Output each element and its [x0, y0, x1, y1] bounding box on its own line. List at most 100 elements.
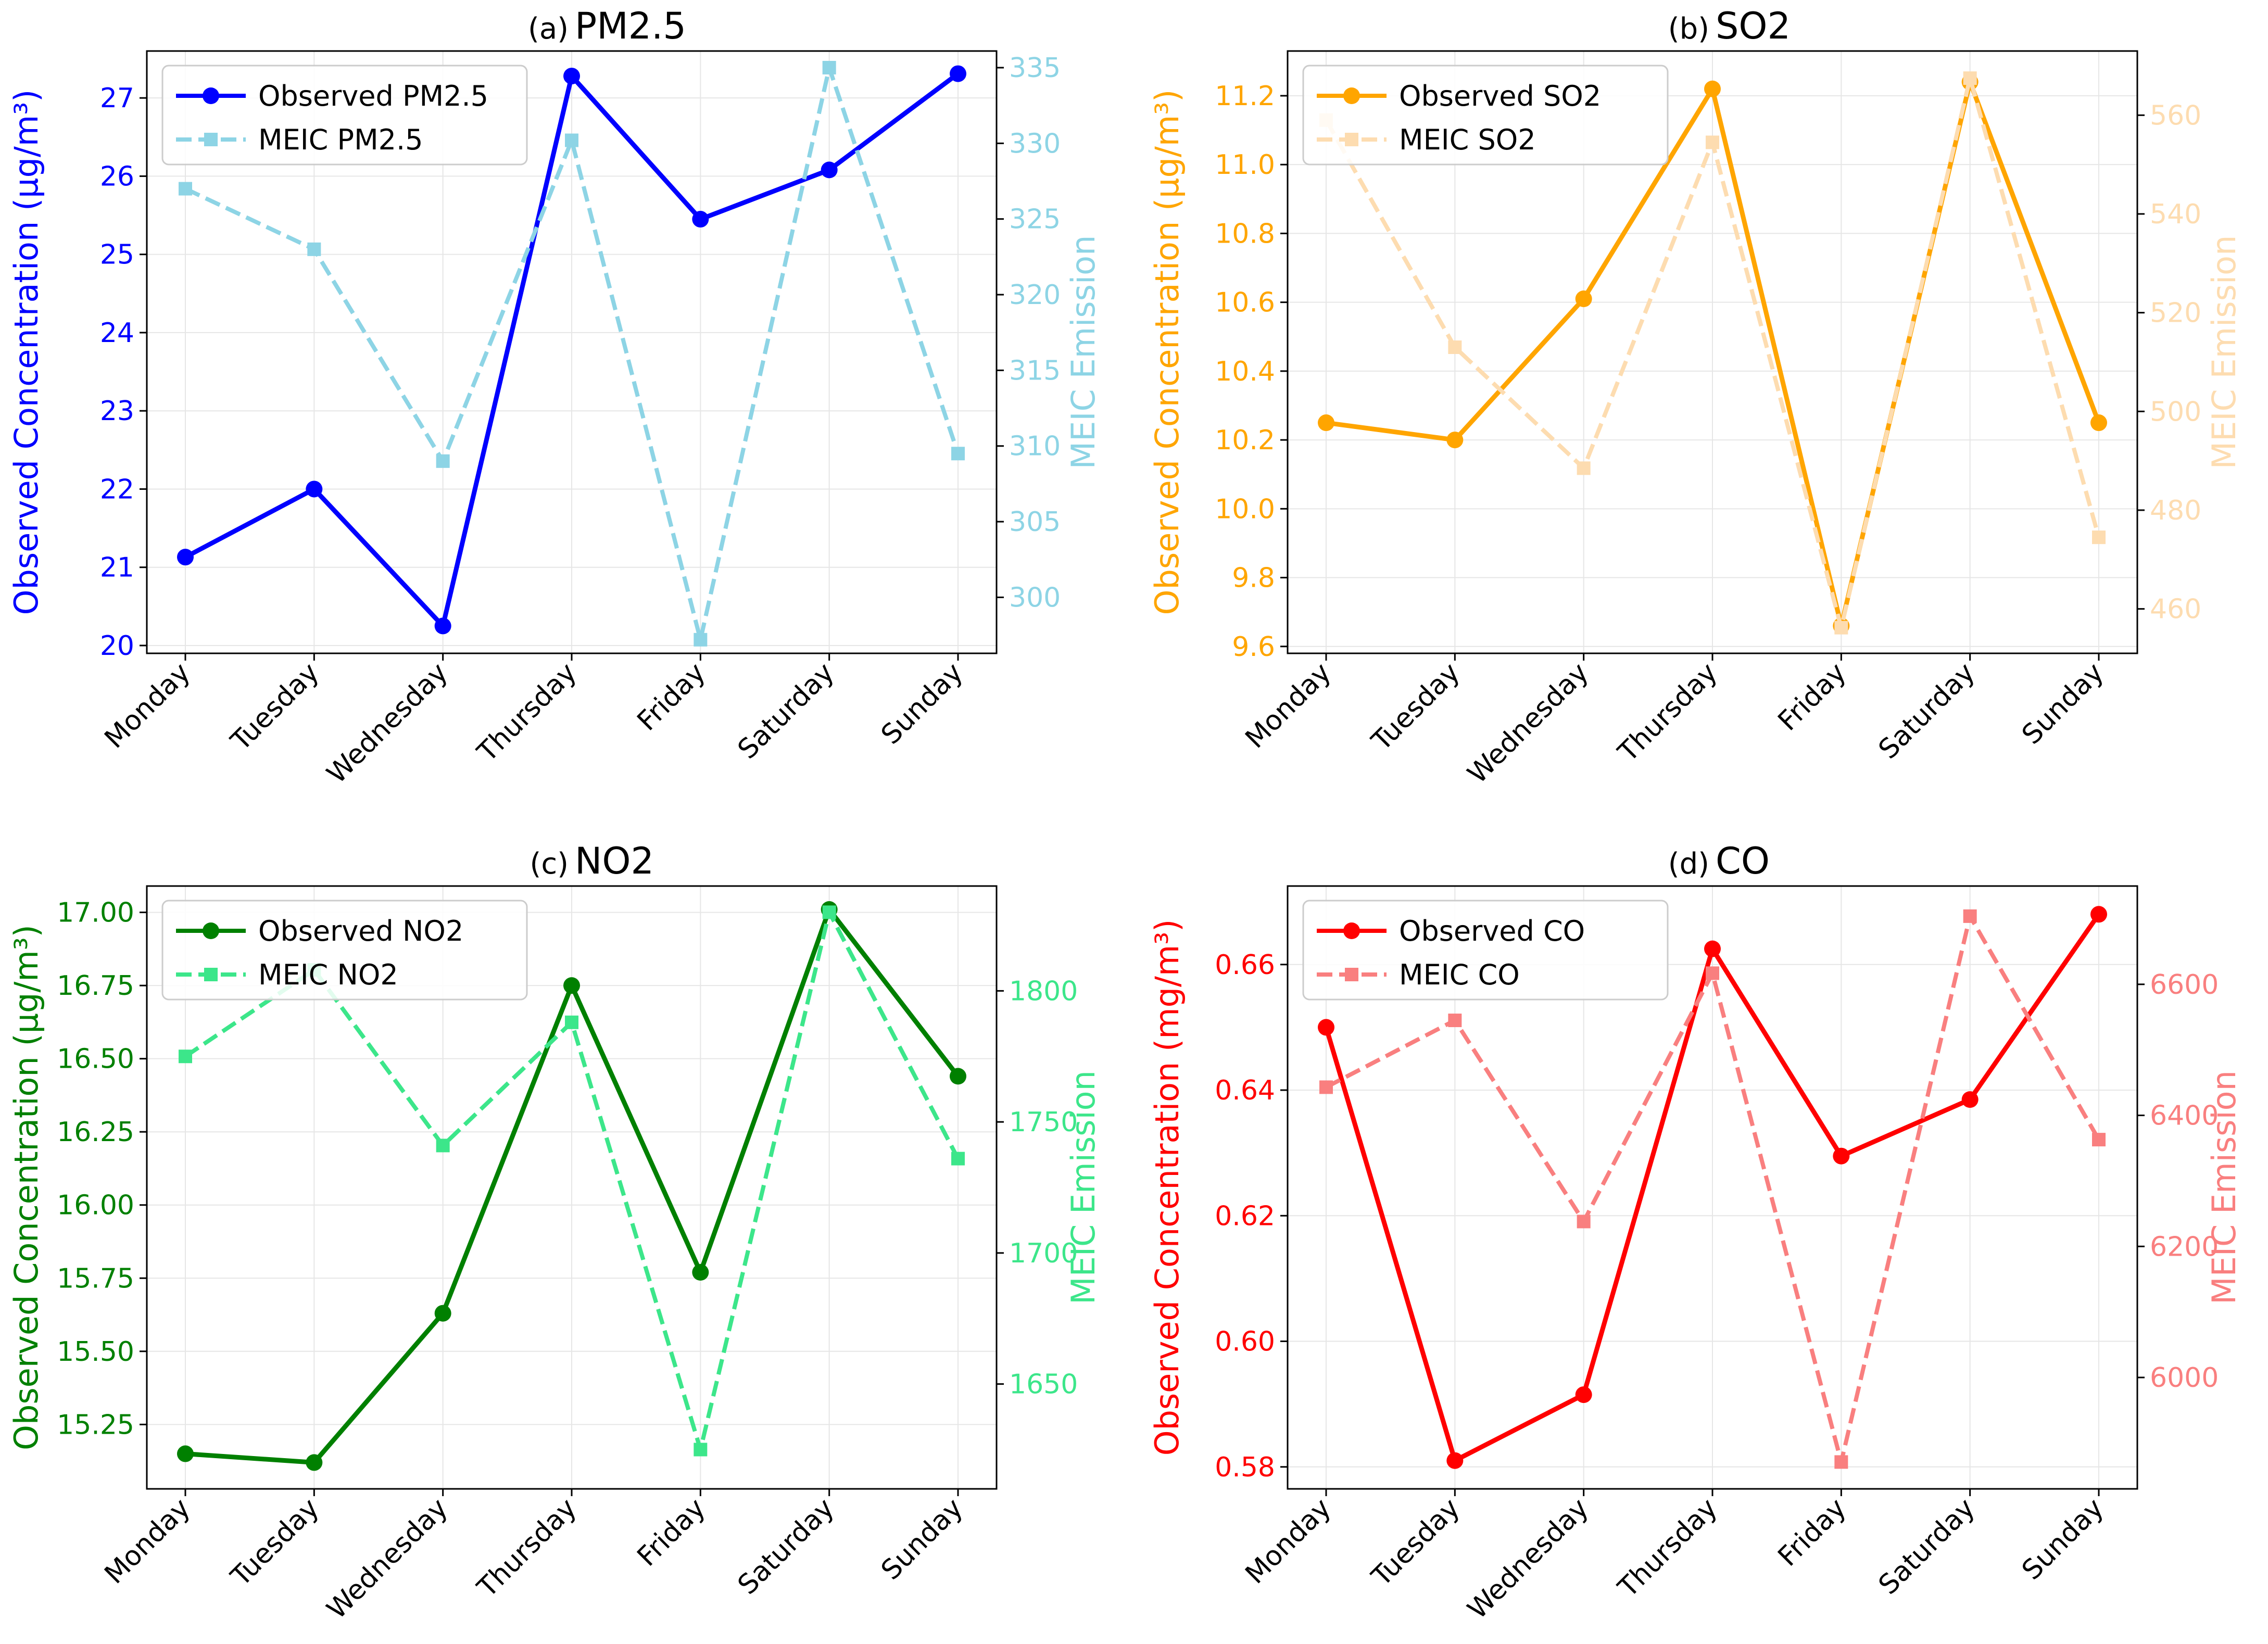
left-axis-tick-label: 22 [100, 474, 134, 505]
left-axis-tick-label: 15.75 [57, 1263, 134, 1294]
left-axis-title: Observed Concentration (μg/m³) [7, 925, 45, 1450]
data-point-so2-observed [1704, 80, 1721, 97]
data-point-co-meic [1319, 1080, 1333, 1094]
right-axis-tick-label: 330 [1009, 128, 1061, 159]
data-point-pm25-meic [179, 182, 192, 196]
data-point-co-meic [1448, 1014, 1462, 1028]
left-axis-tick-label: 23 [100, 396, 134, 427]
data-point-co-meic [2092, 1133, 2106, 1147]
left-axis-tick-label: 0.66 [1215, 950, 1275, 981]
data-point-pm25-observed [434, 617, 451, 635]
left-axis-tick-label: 10.4 [1215, 356, 1275, 387]
chart-title-prefix: (c) [530, 847, 569, 881]
data-point-co-observed [1446, 1452, 1464, 1469]
data-point-so2-observed [1446, 432, 1464, 449]
chart-title: CO [1716, 840, 1770, 882]
legend-box [161, 65, 528, 166]
left-axis-tick-label: 17.00 [57, 897, 134, 929]
data-point-pm25-observed [306, 480, 323, 498]
left-axis-tick-label: 16.25 [57, 1117, 134, 1148]
right-axis-title: MEIC Emission [2205, 235, 2243, 470]
left-axis-tick-label: 15.25 [57, 1409, 134, 1440]
right-axis-tick-label: 325 [1009, 204, 1061, 235]
legend-box [161, 900, 528, 1001]
left-axis-tick-label: 0.60 [1215, 1326, 1275, 1358]
chart-title-prefix: (d) [1668, 847, 1709, 881]
data-point-no2-meic [179, 1049, 192, 1064]
left-axis-tick-label: 11.2 [1215, 81, 1275, 112]
data-point-co-meic [1577, 1215, 1591, 1229]
data-point-co-meic [1834, 1455, 1848, 1469]
left-axis-tick-label: 10.6 [1215, 287, 1275, 319]
data-point-no2-observed [950, 1068, 966, 1085]
chart-title-prefix: (b) [1668, 12, 1709, 46]
legend-label: Observed SO2 [1399, 80, 1601, 112]
left-axis-title: Observed Concentration (μg/m³) [7, 90, 45, 615]
left-axis-tick-label: 16.00 [57, 1190, 134, 1221]
data-point-pm25-observed [692, 211, 709, 228]
right-axis-tick-label: 1700 [1009, 1238, 1078, 1269]
legend-label: MEIC NO2 [258, 958, 398, 991]
chart-title-prefix: (a) [528, 12, 569, 46]
left-axis-tick-label: 21 [100, 552, 134, 584]
data-point-co-observed [2090, 906, 2107, 923]
legend-swatch-marker [203, 922, 219, 939]
data-point-so2-observed [2090, 414, 2107, 432]
data-point-so2-meic [1577, 461, 1591, 475]
data-point-co-meic [1706, 966, 1719, 980]
right-axis-title: MEIC Emission [1064, 1070, 1102, 1305]
data-point-no2-meic [951, 1152, 965, 1166]
left-axis-tick-label: 16.75 [57, 970, 134, 1002]
legend-swatch-marker [1343, 87, 1360, 104]
data-point-no2-observed [434, 1305, 451, 1322]
data-point-co-observed [1704, 940, 1721, 957]
data-point-pm25-observed [950, 65, 966, 82]
right-axis-tick-label: 560 [2150, 100, 2201, 131]
chart-title: PM2.5 [575, 5, 686, 47]
data-point-so2-meic [1834, 621, 1848, 635]
left-axis-tick-label: 11.0 [1215, 149, 1275, 181]
right-axis-tick-label: 310 [1009, 431, 1061, 462]
legend-label: Observed NO2 [258, 915, 463, 947]
right-axis-tick-label: 6000 [2150, 1362, 2219, 1394]
data-point-pm25-meic [565, 133, 578, 147]
left-axis-title: Observed Concentration (μg/m³) [1148, 90, 1186, 615]
data-point-no2-observed [563, 977, 580, 994]
right-axis-title: MEIC Emission [2205, 1070, 2243, 1305]
data-point-no2-observed [692, 1264, 709, 1281]
legend-box [1302, 900, 1669, 1001]
legend-box [1302, 65, 1669, 166]
data-point-pm25-meic [694, 633, 708, 647]
legend-label: MEIC PM2.5 [258, 123, 423, 156]
right-axis-tick-label: 540 [2150, 199, 2201, 230]
data-point-so2-meic [1963, 71, 1977, 85]
left-axis-tick-label: 0.64 [1215, 1075, 1275, 1106]
legend-label: MEIC SO2 [1399, 123, 1536, 156]
data-point-no2-meic [436, 1139, 450, 1153]
left-axis-tick-label: 9.6 [1232, 631, 1275, 663]
chart-title: NO2 [575, 840, 654, 882]
left-axis-tick-label: 15.50 [57, 1336, 134, 1368]
right-axis-tick-label: 460 [2150, 594, 2201, 625]
data-point-pm25-observed [177, 549, 194, 566]
chart-title: SO2 [1716, 5, 1791, 47]
right-axis-tick-label: 305 [1009, 507, 1061, 538]
data-point-pm25-meic [307, 242, 321, 256]
legend-label: Observed CO [1399, 915, 1585, 947]
legend: Observed SO2 MEIC SO2 [1302, 65, 1669, 166]
left-axis-tick-label: 20 [100, 630, 134, 662]
left-axis-title: Observed Concentration (mg/m³) [1148, 919, 1186, 1456]
data-point-no2-observed [306, 1454, 323, 1471]
right-axis-tick-label: 335 [1009, 53, 1061, 84]
data-point-pm25-observed [563, 68, 580, 85]
legend-swatch-marker [1343, 922, 1360, 939]
data-point-no2-meic [694, 1443, 708, 1457]
left-axis-tick-label: 10.8 [1215, 218, 1275, 249]
right-axis-tick-label: 1800 [1009, 976, 1078, 1007]
data-point-pm25-meic [822, 60, 836, 74]
right-axis-tick-label: 520 [2150, 298, 2201, 329]
left-axis-tick-label: 16.50 [57, 1044, 134, 1075]
data-point-so2-meic [1706, 135, 1719, 149]
left-axis-tick-label: 24 [100, 318, 134, 349]
